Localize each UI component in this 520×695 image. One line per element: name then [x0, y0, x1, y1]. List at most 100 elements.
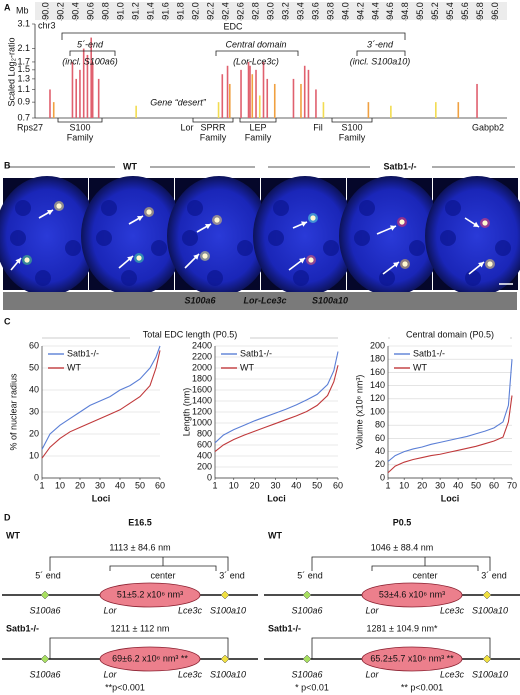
chromocenter [96, 230, 112, 246]
gene-label: Lce3c [440, 669, 465, 679]
x-tick-label: 92.8 [250, 2, 260, 20]
gene-label: Family [67, 132, 94, 142]
probe-label: Lor-Lce3c [243, 295, 286, 305]
bar [249, 65, 251, 118]
end-label: 5´ end [297, 570, 323, 580]
y-tick-label: 600 [197, 439, 212, 449]
chart-title: Total EDC length (P0.5) [143, 329, 238, 339]
bar [258, 95, 261, 118]
central-domain [99, 582, 201, 608]
center-bracket [371, 557, 479, 571]
probe-label: S100a10 [312, 295, 348, 305]
y-tick-label: 0 [34, 472, 39, 482]
gene-label: Lor [365, 669, 379, 679]
bar [75, 78, 78, 118]
x-tick-label: 60 [489, 480, 499, 490]
gene-label: Lce3c [440, 605, 465, 615]
subregion-bracket [356, 50, 406, 56]
signal [24, 257, 30, 263]
chromocenter [121, 270, 137, 286]
y-tick-label: 1200 [192, 406, 212, 416]
chromocenter [187, 200, 203, 216]
arrow-head [473, 221, 479, 227]
x-tick-label: 1 [39, 480, 44, 490]
x-tick-label: 10 [55, 480, 65, 490]
panel-label: D [4, 512, 11, 522]
chart-title: Central domain (P0.5) [406, 329, 494, 339]
signal [310, 215, 316, 221]
arrow-head [301, 221, 307, 227]
y-tick-label: 160 [370, 367, 385, 377]
y-tick-label: 20 [375, 459, 385, 469]
subregion-note: (Lor-Lce3c) [233, 56, 279, 66]
gene-label: Lce3c [178, 669, 203, 679]
y-tick-label: 400 [197, 450, 212, 460]
legend-label: Satb1-/- [240, 348, 272, 358]
y-tick-label: 0.9 [17, 96, 30, 106]
chromocenter [445, 200, 461, 216]
length-label: 1113 ± 84.6 nm [109, 542, 170, 552]
chromocenter [101, 200, 117, 216]
y-axis-label: Length (nm) [181, 388, 191, 437]
y-tick-label: 100 [370, 406, 385, 416]
subregion-label: 5´-end [77, 39, 104, 49]
span-bracket [49, 556, 229, 571]
bar [79, 69, 81, 118]
length-label: 1281 ± 104.9 nm* [367, 623, 438, 633]
micrograph [253, 176, 357, 296]
bar [322, 102, 325, 118]
signal [136, 255, 142, 261]
bar [97, 78, 100, 118]
gene-label: Family [339, 132, 366, 142]
gene-label: Fil [313, 122, 323, 132]
arrow-head [137, 216, 143, 222]
y-tick-label: 200 [197, 461, 212, 471]
signal [308, 257, 314, 263]
x-tick-label: 91.6 [160, 2, 170, 20]
x-tick-label: 91.2 [131, 2, 141, 20]
x-tick-label: 94.4 [370, 2, 380, 20]
gene-bracket [331, 118, 373, 123]
x-tick-label: 40 [115, 480, 125, 490]
y-axis-label: % of nuclear radius [8, 373, 18, 451]
y-tick-label: 80 [375, 420, 385, 430]
signal [399, 219, 405, 225]
desert-label: Gene “desert” [150, 97, 207, 107]
x-tick-label: 94.2 [355, 2, 365, 20]
micrograph [167, 176, 271, 296]
center-label: center [412, 570, 437, 580]
bar [307, 69, 310, 118]
series-line [214, 351, 339, 444]
x-tick-label: 20 [75, 480, 85, 490]
series-line [387, 359, 513, 462]
chromocenter [268, 230, 284, 246]
edc-bracket [61, 32, 406, 40]
x-tick-label: 90.8 [101, 2, 111, 20]
arrow-head [478, 262, 484, 268]
arrow-head [299, 258, 305, 264]
y-tick-label: 0 [380, 472, 385, 482]
gene-bracket [239, 118, 277, 123]
x-tick-label: 60 [333, 480, 343, 490]
x-tick-label: 40 [291, 480, 301, 490]
series-line [41, 350, 161, 459]
footnote: **p<0.001 [105, 682, 145, 692]
title-bg [130, 328, 250, 342]
y-tick-label: 800 [197, 428, 212, 438]
series-line [41, 345, 161, 450]
y-axis-label: Scaled Log₂-ratio [6, 37, 16, 106]
bar [82, 48, 85, 118]
bar [240, 69, 242, 118]
x-tick-label: 30 [95, 480, 105, 490]
footnote: * p<0.01 [295, 682, 329, 692]
chromocenter [379, 270, 395, 286]
locus-marker [482, 590, 492, 600]
end-label: 3´ end [219, 570, 245, 580]
bar [86, 54, 89, 118]
chromocenter [273, 200, 289, 216]
subregion-bracket [215, 50, 299, 56]
x-tick-label: 91.0 [116, 2, 126, 20]
x-tick-label: 94.8 [400, 2, 410, 20]
x-tick-label: 50 [471, 480, 481, 490]
series-line [387, 395, 513, 474]
